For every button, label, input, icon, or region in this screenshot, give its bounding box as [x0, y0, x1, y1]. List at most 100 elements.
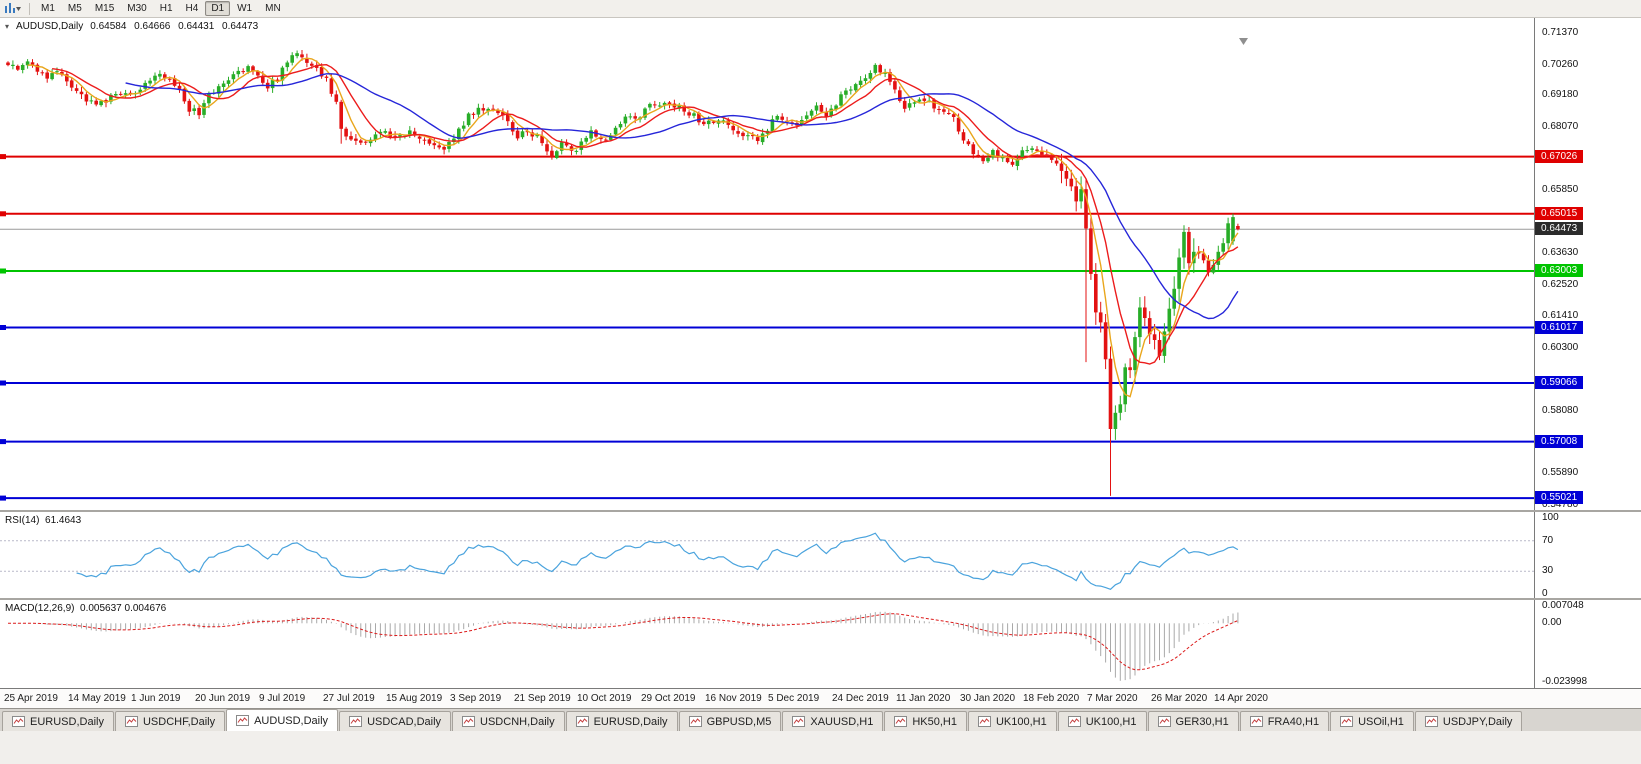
horizontal-line[interactable] — [0, 439, 1534, 445]
horizontal-line[interactable] — [0, 211, 1534, 217]
date-axis-label: 7 Mar 2020 — [1087, 693, 1138, 704]
chart-tab-gbpusd-m5[interactable]: GBPUSD,M5 — [678, 711, 782, 731]
chart-tab-icon — [792, 716, 806, 727]
hline-price-tag: 0.67026 — [1535, 150, 1583, 163]
date-axis-label: 16 Nov 2019 — [705, 693, 762, 704]
timeframe-button-h4[interactable]: H4 — [185, 3, 199, 14]
rsi-panel-plot[interactable] — [0, 512, 1534, 598]
macd-indicator-label: MACD(12,26,9) 0.005637 0.004676 — [5, 603, 166, 614]
chart-tab-icon — [124, 716, 138, 727]
rsi-value: 61.4643 — [45, 515, 82, 526]
symbol-period-label: AUDUSD,Daily — [16, 21, 84, 32]
rsi-scale-label: 0 — [1542, 588, 1548, 599]
price-scale-label: 0.70260 — [1542, 59, 1579, 70]
candlestick-series — [6, 50, 1240, 496]
chart-tab-eurusd-daily[interactable]: EURUSD,Daily — [565, 711, 678, 731]
new-chart-icon[interactable] — [4, 2, 22, 15]
chart-tab-ger30-h1[interactable]: GER30,H1 — [1147, 711, 1239, 731]
chart-tab-usoil-h1[interactable]: USOil,H1 — [1330, 711, 1414, 731]
chart-tab-icon — [1340, 716, 1354, 727]
horizontal-line[interactable] — [0, 268, 1534, 274]
macd-values: 0.005637 0.004676 — [80, 603, 167, 614]
hline-price-tag: 0.65015 — [1535, 207, 1583, 220]
chart-tab-usdchf-daily[interactable]: USDCHF,Daily — [114, 711, 226, 731]
timeframe-button-w1[interactable]: W1 — [237, 3, 253, 14]
panel-splitter[interactable] — [0, 598, 1641, 600]
date-axis-label: 26 Mar 2020 — [1151, 693, 1208, 704]
date-axis-label: 27 Jul 2019 — [323, 693, 375, 704]
macd-scale-label: 0.007048 — [1542, 600, 1584, 611]
rsi-indicator-label: RSI(14) 61.4643 — [5, 515, 81, 526]
chart-tab-usdcad-daily[interactable]: USDCAD,Daily — [339, 711, 452, 731]
macd-name: MACD(12,26,9) — [5, 603, 75, 614]
date-axis-label: 11 Jan 2020 — [896, 693, 951, 704]
date-axis-label: 9 Jul 2019 — [259, 693, 306, 704]
window-bottom-area — [0, 731, 1641, 764]
price-scale-label: 0.58080 — [1542, 405, 1579, 416]
main-chart-plot[interactable] — [0, 18, 1534, 510]
collapse-arrow-icon[interactable]: ▾ — [5, 21, 10, 31]
rsi-scale-label: 70 — [1542, 535, 1554, 546]
date-axis-label: 5 Dec 2019 — [768, 693, 820, 704]
hline-price-tag: 0.55021 — [1535, 491, 1583, 504]
panel-splitter[interactable] — [0, 510, 1641, 512]
timeframe-button-m5[interactable]: M5 — [67, 3, 82, 14]
chart-tab-audusd-daily[interactable]: AUDUSD,Daily — [226, 709, 339, 731]
date-axis-label: 1 Jun 2019 — [131, 693, 181, 704]
horizontal-line[interactable] — [0, 325, 1534, 330]
chart-tab-usdjpy-daily[interactable]: USDJPY,Daily — [1414, 711, 1523, 731]
timeframe-button-m1[interactable]: M1 — [41, 3, 55, 14]
chart-tab-icon — [894, 716, 908, 727]
date-axis-label: 15 Aug 2019 — [386, 693, 443, 704]
date-axis-label: 21 Sep 2019 — [514, 693, 571, 704]
timeframe-button-m30[interactable]: M30 — [127, 3, 147, 14]
date-axis-label: 18 Feb 2020 — [1023, 693, 1080, 704]
price-scale-label: 0.63630 — [1542, 247, 1579, 258]
horizontal-line[interactable] — [0, 154, 1534, 160]
price-scale-label: 0.71370 — [1542, 27, 1579, 38]
macd-panel-plot[interactable] — [0, 600, 1534, 688]
line-anchor-marker — [0, 495, 6, 501]
timeframe-button-m15[interactable]: M15 — [94, 3, 115, 14]
current-price-tag: 0.64473 — [1535, 222, 1583, 235]
price-scale-label: 0.55890 — [1542, 467, 1579, 478]
ohlc-values: 0.64584 0.64666 0.64431 0.64473 — [90, 21, 259, 32]
chart-tab-eurusd-daily[interactable]: EURUSD,Daily — [2, 711, 114, 731]
chart-tab-icon — [462, 716, 476, 727]
toolbar-separator — [29, 2, 30, 15]
price-scale-label: 0.68070 — [1542, 121, 1579, 132]
timeframe-button-mn[interactable]: MN — [265, 3, 281, 14]
chart-title: ▾ AUDUSD,Daily 0.64584 0.64666 0.64431 0… — [5, 21, 258, 32]
timeframe-button-d1[interactable]: D1 — [205, 1, 231, 16]
date-axis[interactable]: 25 Apr 2019 14 May 2019 1 Jun 2019 20 Jun 2… — [0, 688, 1641, 708]
price-scale-label: 0.62520 — [1542, 279, 1579, 290]
chart-tab-xauusd-h1[interactable]: XAUUSD,H1 — [782, 711, 884, 731]
date-axis-label: 30 Jan 2020 — [960, 693, 1016, 704]
date-axis-label: 3 Sep 2019 — [450, 693, 502, 704]
price-axis[interactable]: 0.67026 0.65015 0.63003 0.61017 0.59066 0.570… — [1534, 18, 1641, 688]
line-anchor-marker — [0, 380, 6, 386]
hline-price-tag: 0.57008 — [1535, 435, 1583, 448]
horizontal-line[interactable] — [0, 495, 1534, 501]
chart-tab-icon — [1424, 716, 1438, 727]
timeframe-button-h1[interactable]: H1 — [159, 3, 173, 14]
timeframe-toolbar: M1 M5 M15 M30 H1 H4 D1 W1 MN — [0, 0, 1641, 18]
chart-tab-icon — [349, 716, 363, 727]
date-axis-label: 29 Oct 2019 — [641, 693, 696, 704]
hline-price-tag: 0.59066 — [1535, 376, 1583, 389]
chart-tab-icon — [1249, 716, 1263, 727]
horizontal-line[interactable] — [0, 380, 1534, 386]
chart-tab-usdcnh-daily[interactable]: USDCNH,Daily — [452, 711, 565, 731]
price-scale-label: 0.54780 — [1542, 499, 1579, 510]
date-axis-label: 10 Oct 2019 — [577, 693, 632, 704]
chart-tab-icon — [1157, 716, 1171, 727]
chart-tab-hk50-h1[interactable]: HK50,H1 — [884, 711, 967, 731]
chart-tab-uk100-h1[interactable]: UK100,H1 — [967, 711, 1057, 731]
chart-tab-fra40-h1[interactable]: FRA40,H1 — [1239, 711, 1330, 731]
date-axis-label: 24 Dec 2019 — [832, 693, 889, 704]
price-scale-label: 0.65850 — [1542, 184, 1579, 195]
chart-tab-uk100-h1[interactable]: UK100,H1 — [1057, 711, 1147, 731]
hline-price-tag: 0.63003 — [1535, 264, 1583, 277]
chart-tab-icon — [977, 716, 991, 727]
